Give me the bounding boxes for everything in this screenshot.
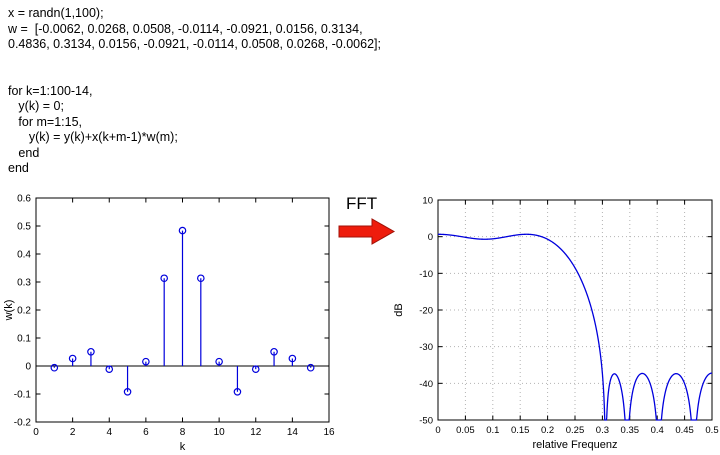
code-line: x = randn(1,100); [8, 6, 104, 20]
svg-text:dB: dB [393, 303, 405, 316]
code-line: end [8, 145, 40, 160]
svg-text:16: 16 [323, 427, 335, 438]
code-block: x = randn(1,100); w = [-0.0062, 0.0268, … [8, 6, 381, 177]
svg-text:14: 14 [287, 427, 299, 438]
svg-text:6: 6 [143, 427, 149, 438]
svg-text:8: 8 [180, 427, 186, 438]
svg-text:0: 0 [33, 427, 39, 438]
svg-text:-50: -50 [419, 416, 433, 427]
code-line: for m=1:15, [8, 114, 82, 129]
svg-text:10: 10 [422, 196, 433, 207]
svg-text:0.15: 0.15 [511, 425, 530, 436]
svg-text:0.25: 0.25 [566, 425, 585, 436]
svg-text:-0.2: -0.2 [14, 418, 32, 429]
svg-text:0.1: 0.1 [17, 334, 31, 345]
svg-text:0.3: 0.3 [17, 278, 31, 289]
svg-text:4: 4 [106, 427, 112, 438]
code-line [8, 53, 381, 69]
arrow-right-shape [338, 218, 396, 245]
svg-text:2: 2 [70, 427, 76, 438]
code-line: y(k) = 0; [8, 99, 64, 113]
svg-text:0: 0 [435, 425, 440, 436]
axes [35, 197, 330, 423]
svg-text:0.6: 0.6 [17, 194, 31, 205]
svg-text:0.4: 0.4 [651, 425, 664, 436]
svg-text:0.2: 0.2 [17, 306, 31, 317]
svg-text:0: 0 [428, 232, 433, 243]
stem-series [50, 226, 315, 396]
svg-text:-40: -40 [419, 379, 433, 390]
arrow-right-icon [338, 218, 396, 245]
code-line: w = [-0.0062, 0.0268, 0.0508, -0.0114, -… [8, 21, 363, 36]
svg-text:10: 10 [214, 427, 226, 438]
svg-text:-20: -20 [419, 306, 433, 317]
svg-text:12: 12 [250, 427, 262, 438]
svg-text:w(k): w(k) [3, 300, 15, 322]
svg-text:0: 0 [25, 362, 31, 373]
svg-text:0.4: 0.4 [17, 250, 31, 261]
code-line: for k=1:100-14, [8, 83, 93, 98]
svg-text:0.5: 0.5 [705, 425, 718, 436]
svg-text:-10: -10 [419, 269, 433, 280]
code-line [8, 68, 381, 84]
code-line: y(k) = y(k)+x(k+m-1)*w(m); [8, 130, 178, 144]
response-curve [438, 233, 713, 421]
svg-text:relative Frequenz: relative Frequenz [533, 439, 618, 451]
svg-text:0.45: 0.45 [675, 425, 694, 436]
svg-text:0.05: 0.05 [456, 425, 475, 436]
code-line: end [8, 161, 29, 175]
svg-text:0.35: 0.35 [621, 425, 640, 436]
stem-plot: 0 2 4 6 8 10 12 14 16 -0.2 -0.1 0 0.1 0.2 0.3 0.4 0.5 0.6… [3, 194, 335, 454]
svg-text:0.2: 0.2 [541, 425, 554, 436]
svg-text:0.3: 0.3 [596, 425, 609, 436]
svg-text:-30: -30 [419, 342, 433, 353]
svg-text:0.1: 0.1 [486, 425, 499, 436]
frequency-response-plot: 0 0.05 0.1 0.15 0.2 0.25 0.3 0.35 0.4 0.45 0.5100-… [393, 196, 719, 452]
code-line: 0.4836, 0.3134, 0.0156, -0.0921, -0.0114… [8, 37, 381, 51]
svg-text:k: k [180, 441, 186, 453]
fft-label: FFT [346, 194, 378, 213]
svg-text:-0.1: -0.1 [14, 390, 32, 401]
fft-annotation: FFT [338, 194, 398, 250]
axes [437, 199, 713, 421]
svg-text:0.5: 0.5 [17, 222, 31, 233]
grid-lines [438, 200, 712, 420]
